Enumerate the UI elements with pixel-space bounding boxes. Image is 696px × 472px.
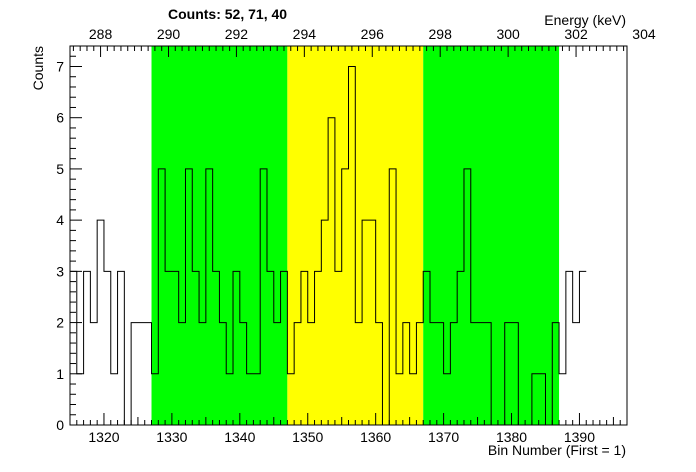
y-tick-label: 7: [56, 58, 64, 74]
x-tick-label: 1350: [292, 429, 323, 445]
energy-tick-label: 294: [293, 26, 317, 42]
energy-axis-title: Energy (keV): [544, 12, 626, 28]
histogram-bin: [70, 271, 77, 425]
histogram-bin: [559, 374, 566, 425]
histogram-bin: [77, 374, 84, 425]
chart-title: Counts: 52, 71, 40: [168, 6, 287, 22]
x-tick-label: 1330: [156, 429, 187, 445]
x-tick-label: 1370: [428, 429, 459, 445]
energy-tick-label: 288: [89, 26, 113, 42]
x-tick-label: 1390: [564, 429, 595, 445]
x-tick-label: 1340: [224, 429, 255, 445]
energy-tick-label: 296: [361, 26, 385, 42]
histogram-trace: [70, 65, 587, 426]
energy-axis: 288 290 292 294 296 298 300 302 304: [72, 26, 656, 57]
x-axis: 1320 1330 1340 1350 1360 1370 1380 1390: [69, 413, 628, 445]
energy-tick-label: 304: [632, 26, 656, 42]
histogram-bin: [145, 323, 152, 425]
histogram-bin: [111, 374, 118, 425]
histogram-bin: [90, 323, 97, 425]
y-axis-title: Counts: [30, 46, 46, 90]
histogram-bin: [131, 323, 138, 425]
y-axis: 0 1 2 3 4 5 6 7: [56, 45, 82, 433]
x-tick-label: 1320: [88, 429, 119, 445]
histogram-bin: [118, 271, 125, 425]
region-band-1: [151, 46, 288, 425]
histogram-bin: [97, 220, 104, 425]
energy-tick-label: 300: [496, 26, 520, 42]
x-axis-title: Bin Number (First = 1): [488, 442, 626, 458]
x-tick-label: 1380: [496, 429, 527, 445]
y-tick-label: 4: [56, 212, 64, 228]
histogram-line: [70, 65, 587, 426]
y-tick-label: 5: [56, 161, 64, 177]
y-tick-label: 1: [56, 366, 64, 382]
x-tick-label: 1360: [360, 429, 391, 445]
y-tick-label: 6: [56, 110, 64, 126]
energy-tick-label: 292: [225, 26, 249, 42]
y-tick-label: 3: [56, 263, 64, 279]
histogram-bin: [84, 271, 91, 425]
histogram-bin: [566, 271, 573, 425]
y-tick-label: 2: [56, 315, 64, 331]
energy-tick-label: 298: [429, 26, 453, 42]
energy-tick-label: 302: [564, 26, 588, 42]
histogram-bin: [138, 323, 145, 425]
y-tick-label: 0: [56, 417, 64, 433]
histogram-bin: [573, 323, 580, 425]
histogram-bin: [104, 271, 111, 425]
histogram-bin: [579, 271, 586, 425]
energy-tick-label: 290: [157, 26, 181, 42]
